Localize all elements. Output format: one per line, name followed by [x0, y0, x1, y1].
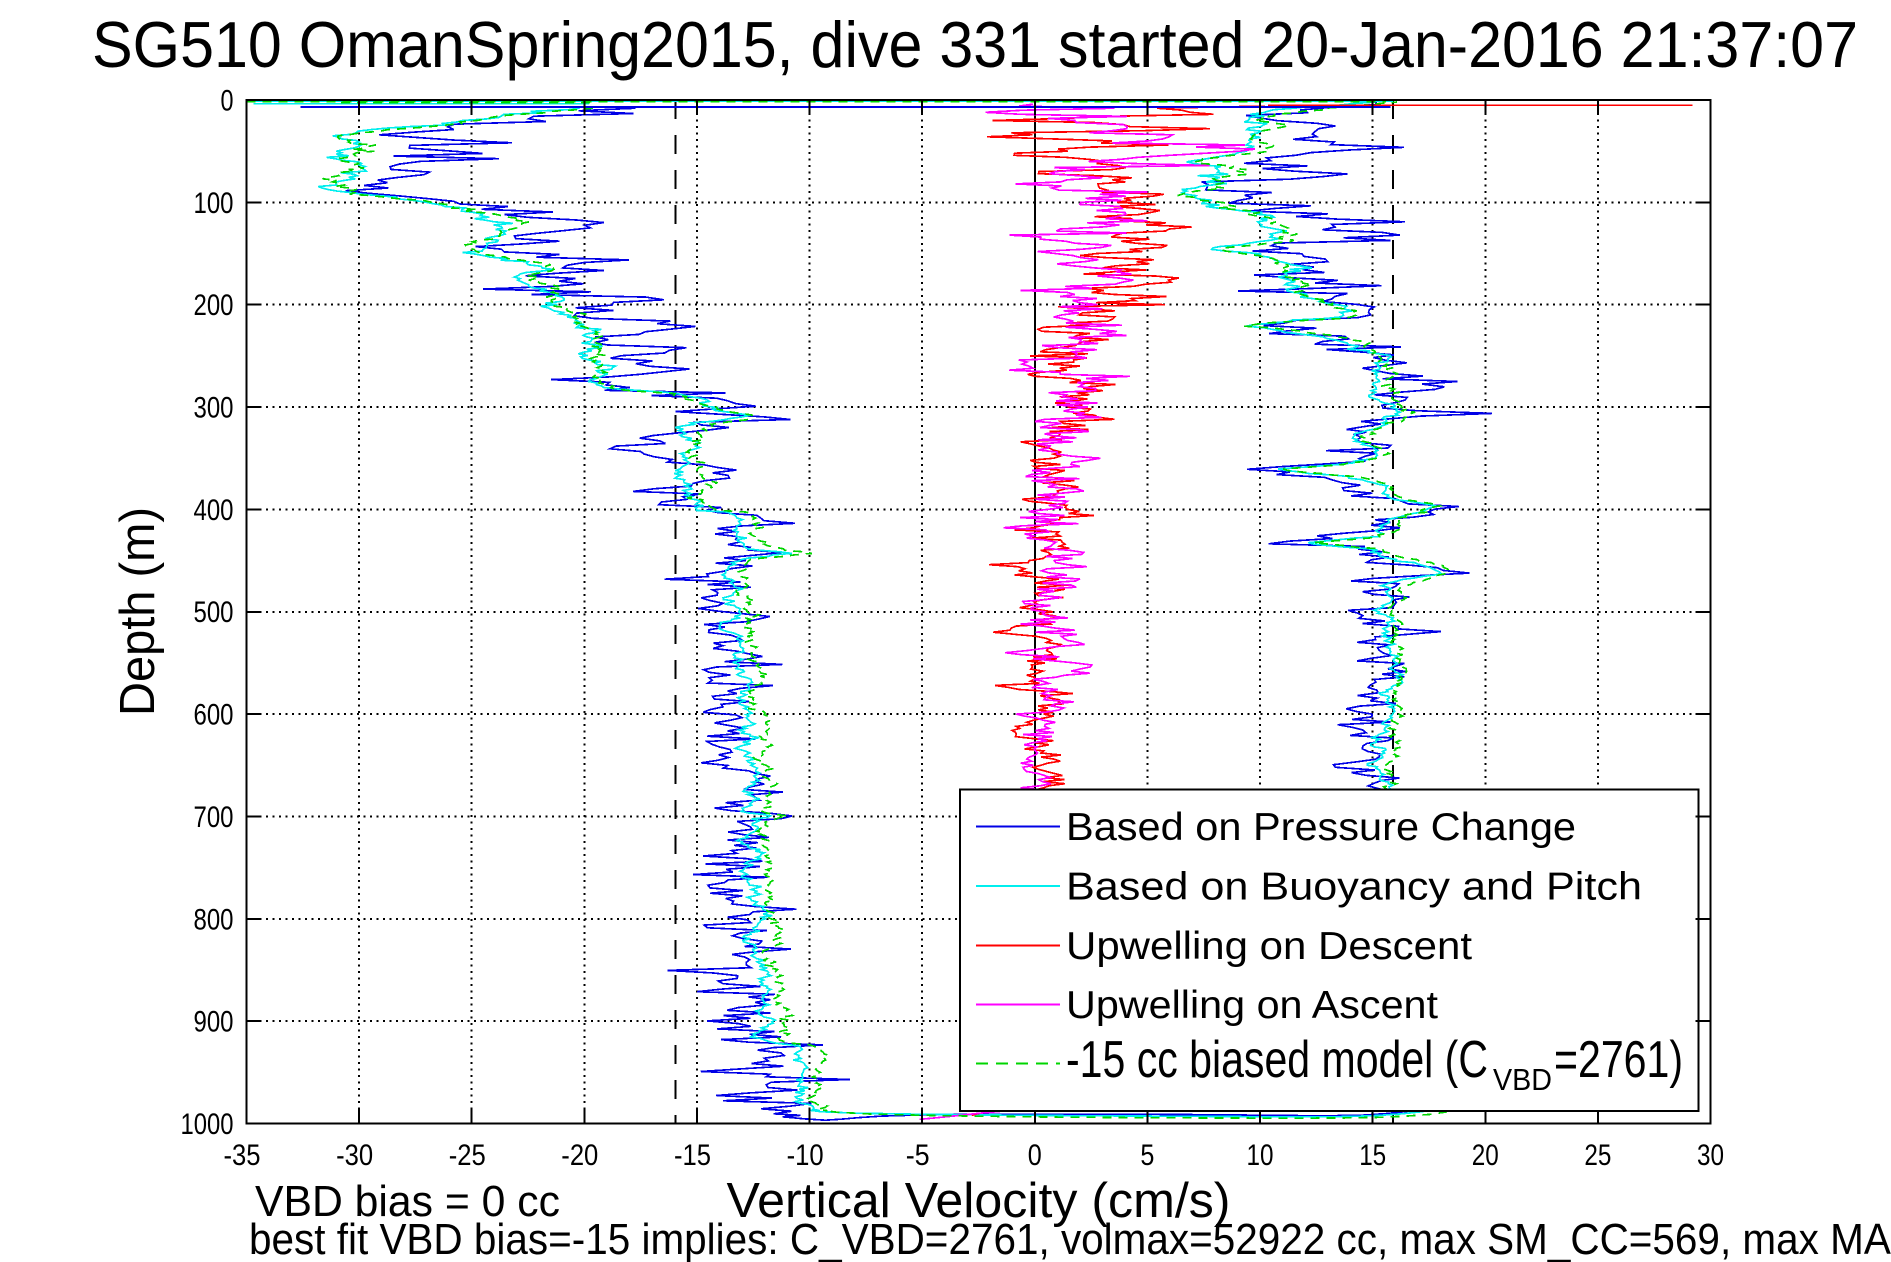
svg-text:VBD bias = 0 cc: VBD bias = 0 cc	[255, 1177, 560, 1226]
svg-text:100: 100	[194, 187, 234, 220]
svg-text:5: 5	[1140, 1139, 1154, 1172]
svg-text:0: 0	[221, 85, 234, 118]
svg-text:20: 20	[1472, 1139, 1499, 1172]
svg-text:Upwelling on Ascent: Upwelling on Ascent	[1066, 984, 1438, 1027]
svg-text:VBD: VBD	[1493, 1062, 1552, 1097]
svg-text:25: 25	[1584, 1139, 1611, 1172]
svg-text:10: 10	[1247, 1139, 1274, 1172]
svg-text:Based on Pressure Change: Based on Pressure Change	[1066, 806, 1576, 849]
svg-text:1000: 1000	[181, 1108, 234, 1141]
svg-text:SG510 OmanSpring2015, dive 331: SG510 OmanSpring2015, dive 331 started 2…	[92, 8, 1858, 81]
svg-text:-25: -25	[449, 1139, 486, 1172]
svg-text:-10: -10	[787, 1139, 824, 1172]
svg-text:900: 900	[194, 1006, 234, 1039]
svg-text:-15 cc biased model (C: -15 cc biased model (C	[1066, 1031, 1488, 1089]
svg-text:300: 300	[194, 392, 234, 425]
svg-text:Upwelling on Descent: Upwelling on Descent	[1066, 925, 1472, 968]
svg-text:-30: -30	[336, 1139, 373, 1172]
svg-text:700: 700	[194, 801, 234, 834]
svg-text:15: 15	[1359, 1139, 1386, 1172]
svg-text:-15: -15	[674, 1139, 711, 1172]
svg-text:600: 600	[194, 699, 234, 732]
svg-text:Depth (m): Depth (m)	[111, 507, 165, 716]
svg-text:best fit VBD bias=-15 implies:: best fit VBD bias=-15 implies: C_VBD=276…	[249, 1215, 1891, 1262]
svg-text:-5: -5	[906, 1139, 930, 1172]
svg-text:Based on Buoyancy and Pitch: Based on Buoyancy and Pitch	[1066, 866, 1642, 909]
svg-text:0: 0	[1028, 1139, 1042, 1172]
svg-text:200: 200	[194, 289, 234, 322]
svg-text:800: 800	[194, 903, 234, 936]
svg-text:Vertical Velocity (cm/s): Vertical Velocity (cm/s)	[727, 1174, 1231, 1228]
svg-text:-20: -20	[561, 1139, 598, 1172]
svg-text:500: 500	[194, 596, 234, 629]
svg-text:400: 400	[194, 494, 234, 527]
svg-text:=2761): =2761)	[1554, 1031, 1683, 1089]
svg-text:-35: -35	[224, 1139, 261, 1172]
svg-text:30: 30	[1697, 1139, 1724, 1172]
